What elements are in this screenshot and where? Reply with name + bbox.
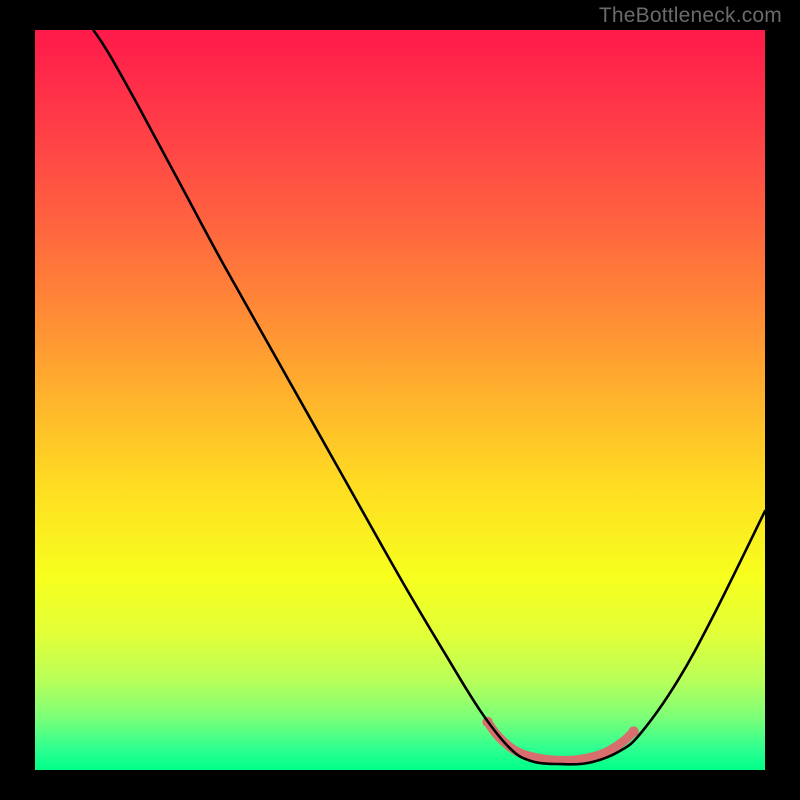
watermark-text: TheBottleneck.com xyxy=(599,4,782,28)
curve-layer xyxy=(35,30,765,770)
highlight-endpoint-right xyxy=(628,726,638,736)
bottleneck-curve xyxy=(93,30,765,764)
plot-area xyxy=(35,30,765,770)
chart-canvas: TheBottleneck.com xyxy=(0,0,800,800)
